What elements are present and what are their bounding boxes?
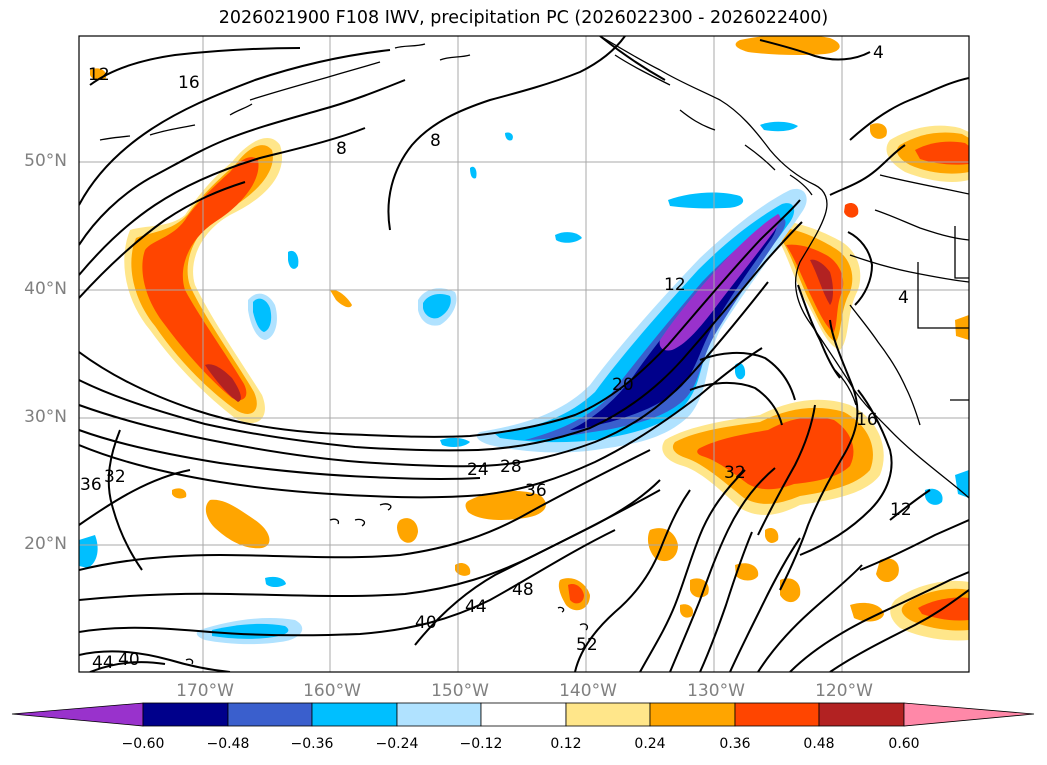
contour-label: 8 xyxy=(336,139,347,159)
precip-negative-fill xyxy=(79,121,969,645)
contour-label: 20 xyxy=(612,375,634,395)
colorbar-tick-label: 0.36 xyxy=(719,736,751,752)
contour-label: 52 xyxy=(576,635,598,655)
map-frame xyxy=(78,35,970,673)
colorbar-bin xyxy=(480,702,567,727)
map-title: 2026021900 F108 IWV, precipitation PC (2… xyxy=(218,8,829,28)
contour-label: 16 xyxy=(856,410,878,430)
contour-label: 12 xyxy=(890,500,912,520)
contour-label: 4 xyxy=(898,288,909,308)
contour-label: 4 xyxy=(873,43,884,63)
colorbar-tick-label: −0.24 xyxy=(375,736,419,752)
colorbar-extend-low xyxy=(11,702,144,727)
contour-label: 36 xyxy=(525,481,547,501)
contour-label: 44 xyxy=(465,597,487,617)
map-gridlines xyxy=(79,36,969,672)
contour-label: 32 xyxy=(724,463,746,483)
colorbar-bin xyxy=(142,702,229,727)
iwv-contours xyxy=(79,36,969,672)
colorbar-tick-label: 0.48 xyxy=(803,736,835,752)
colorbar-bin xyxy=(734,702,820,727)
contour-label: 40 xyxy=(415,613,437,633)
contour-label: 36 xyxy=(80,475,102,495)
contour-label: 12 xyxy=(664,275,686,295)
colorbar-bin xyxy=(311,702,398,727)
colorbar-bin xyxy=(818,702,905,727)
contour-label: 16 xyxy=(178,73,200,93)
colorbar-bin xyxy=(227,702,313,727)
map-plot-area: 16 8 8 4 4 12 20 24 28 36 32 36 32 16 12… xyxy=(79,36,969,673)
contour-label: 12 xyxy=(88,65,110,85)
colorbar-extend-high xyxy=(903,702,1035,727)
contour-label: 24 xyxy=(467,460,489,480)
lat-label: 50°N xyxy=(24,151,67,171)
lon-label: 170°W xyxy=(176,681,234,701)
colorbar-tick-label: −0.48 xyxy=(206,736,250,752)
lon-label: 120°W xyxy=(815,681,873,701)
colorbar-bin xyxy=(396,702,482,727)
contour-labels: 16 8 8 4 4 12 20 24 28 36 32 36 32 16 12… xyxy=(80,43,912,673)
colorbar-tick-label: −0.60 xyxy=(121,736,165,752)
coastlines xyxy=(99,36,969,665)
lat-label: 40°N xyxy=(24,279,67,299)
lon-label: 150°W xyxy=(431,681,489,701)
contour-label: 32 xyxy=(104,467,126,487)
lat-label: 30°N xyxy=(24,407,67,427)
lon-label: 130°W xyxy=(687,681,745,701)
contour-label: 48 xyxy=(512,580,534,600)
colorbar-tick-label: 0.24 xyxy=(634,736,666,752)
colorbar-bin xyxy=(649,702,736,727)
lon-label: 140°W xyxy=(559,681,617,701)
contour-label: 8 xyxy=(430,131,441,151)
contour-label: 44 xyxy=(92,653,114,673)
contour-label: 28 xyxy=(500,457,522,477)
contour-label: 40 xyxy=(118,650,140,670)
colorbar xyxy=(11,702,1035,727)
colorbar-tick-label: −0.36 xyxy=(290,736,334,752)
colorbar-bin xyxy=(565,702,651,727)
colorbar-tick-label: −0.12 xyxy=(459,736,503,752)
lat-label: 20°N xyxy=(24,534,67,554)
lon-label: 160°W xyxy=(303,681,361,701)
colorbar-tick-label: 0.12 xyxy=(550,736,582,752)
colorbar-tick-label: 0.60 xyxy=(888,736,920,752)
